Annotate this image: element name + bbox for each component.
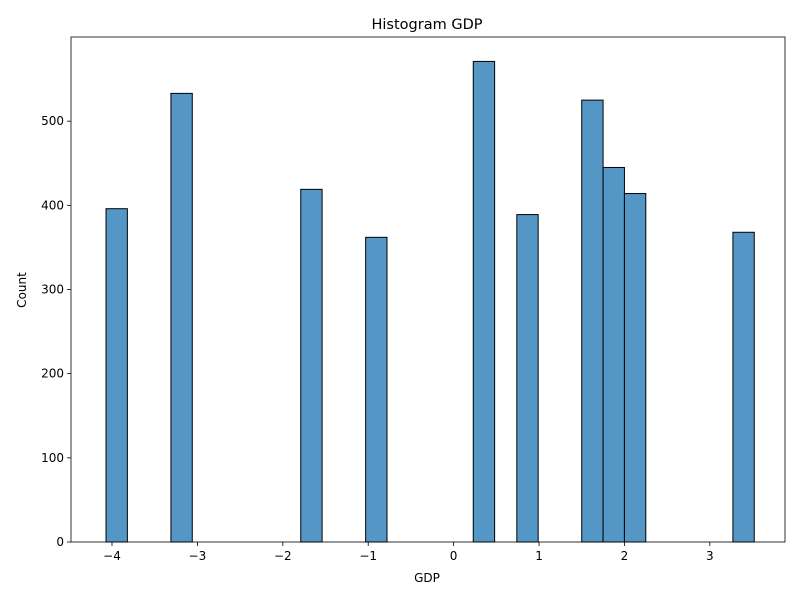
histogram-bar-7 <box>602 166 625 543</box>
y-axis-ticks: 0 100 200 300 400 500 <box>41 114 71 549</box>
chart-title: Histogram GDP <box>372 17 483 33</box>
x-tick-label: −1 <box>359 549 377 563</box>
histogram-bar-1 <box>170 92 193 543</box>
x-tick-label: 0 <box>450 549 458 563</box>
histogram-bar-2 <box>300 188 323 543</box>
y-tick-label: 100 <box>41 451 64 465</box>
histogram-bar-3 <box>365 236 388 543</box>
histogram-bar-8 <box>623 193 647 543</box>
y-tick-label: 500 <box>41 114 64 128</box>
y-tick-label: 300 <box>41 283 64 297</box>
x-tick-label: −2 <box>274 549 292 563</box>
y-tick-label: 200 <box>41 367 64 381</box>
histogram-bar-4 <box>472 60 496 543</box>
x-tick-label: 2 <box>621 549 629 563</box>
x-tick-label: −3 <box>189 549 207 563</box>
histogram-bar-9 <box>732 231 755 543</box>
x-tick-label: 3 <box>706 549 714 563</box>
x-axis-ticks: −4 −3 −2 −1 0 1 2 3 <box>103 542 714 563</box>
histogram-bar-5 <box>516 214 539 543</box>
x-axis-label: GDP <box>414 571 440 585</box>
y-axis-label: Count <box>15 272 29 308</box>
histogram-bar-6 <box>581 99 604 543</box>
y-tick-label: 0 <box>56 535 64 549</box>
histogram-bar-0 <box>105 208 128 543</box>
bars-group <box>105 60 755 543</box>
x-tick-label: −4 <box>103 549 121 563</box>
x-tick-label: 1 <box>535 549 543 563</box>
y-tick-label: 400 <box>41 198 64 212</box>
